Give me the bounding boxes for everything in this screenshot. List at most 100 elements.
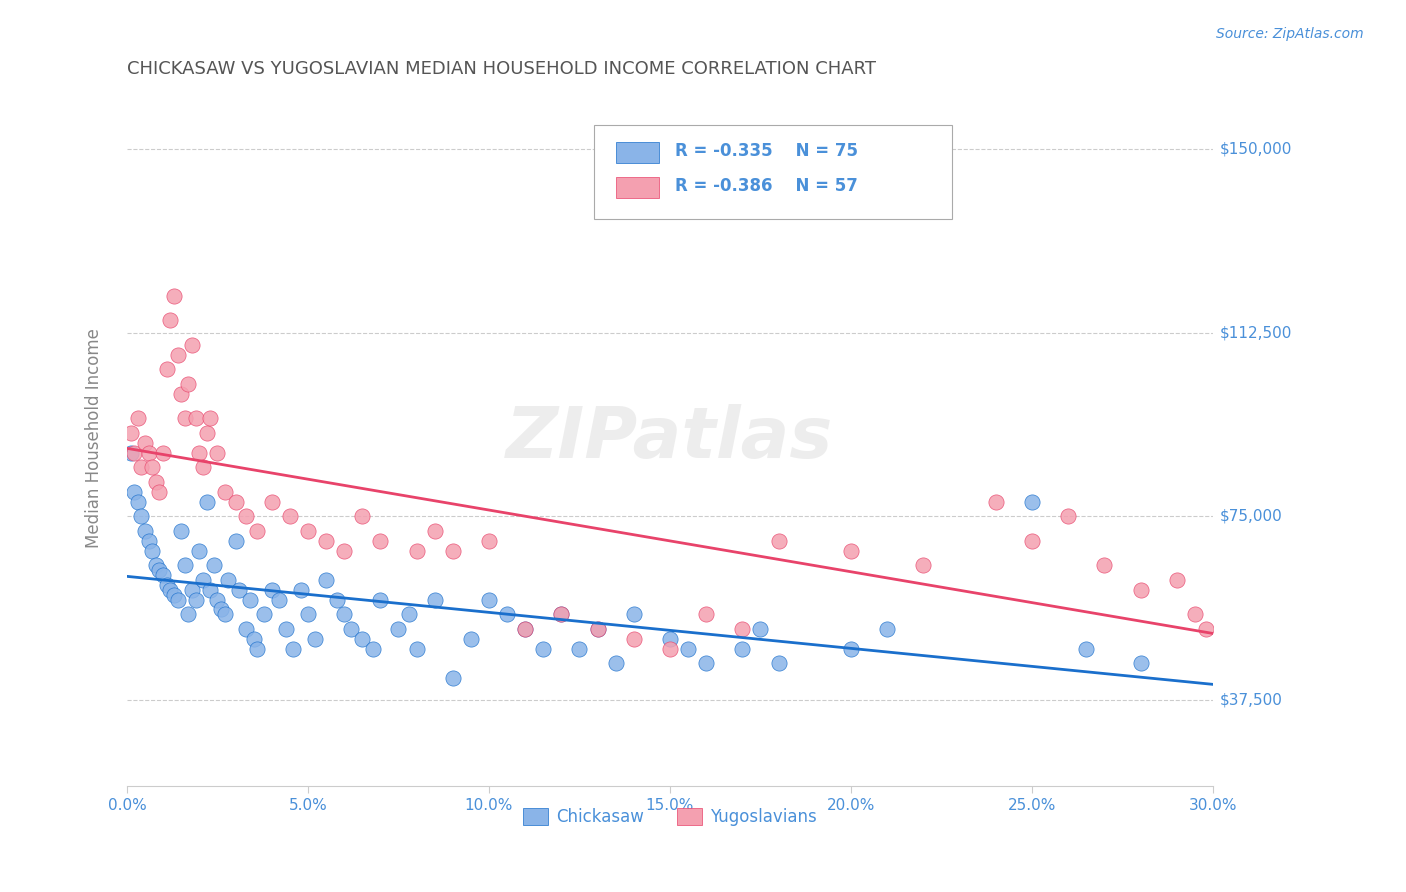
Point <box>253 607 276 622</box>
Point <box>658 632 681 646</box>
Point <box>352 632 374 646</box>
Point <box>177 607 200 622</box>
Point <box>202 558 225 573</box>
Point <box>181 338 204 352</box>
Point <box>145 475 167 489</box>
Point <box>214 607 236 622</box>
Point <box>148 563 170 577</box>
Point <box>131 509 153 524</box>
Point <box>127 494 149 508</box>
Point <box>242 632 264 646</box>
Point <box>676 641 699 656</box>
Point <box>198 582 221 597</box>
Point <box>340 622 363 636</box>
Point <box>141 543 163 558</box>
Point <box>207 592 229 607</box>
Point <box>531 641 554 656</box>
Point <box>184 592 207 607</box>
Point <box>1166 573 1188 587</box>
Point <box>695 607 717 622</box>
Point <box>290 582 312 597</box>
Point <box>127 411 149 425</box>
Point <box>513 622 536 636</box>
Point <box>333 543 356 558</box>
Point <box>177 377 200 392</box>
Text: $150,000: $150,000 <box>1220 142 1292 156</box>
Point <box>586 622 609 636</box>
Point <box>166 592 188 607</box>
Point <box>188 543 211 558</box>
Point <box>550 607 572 622</box>
Point <box>138 446 160 460</box>
Point <box>768 533 790 548</box>
Point <box>159 313 181 327</box>
Point <box>148 484 170 499</box>
Point <box>181 582 204 597</box>
Point <box>225 494 247 508</box>
Point <box>496 607 519 622</box>
Point <box>217 573 239 587</box>
Point <box>198 411 221 425</box>
Point <box>163 289 186 303</box>
Point <box>768 657 790 671</box>
Point <box>283 641 305 656</box>
Text: $37,500: $37,500 <box>1220 692 1284 707</box>
Text: CHICKASAW VS YUGOSLAVIAN MEDIAN HOUSEHOLD INCOME CORRELATION CHART: CHICKASAW VS YUGOSLAVIAN MEDIAN HOUSEHOL… <box>127 60 876 78</box>
Point <box>145 558 167 573</box>
Point <box>246 641 269 656</box>
Text: Source: ZipAtlas.com: Source: ZipAtlas.com <box>1216 27 1364 41</box>
Point <box>156 578 179 592</box>
Point <box>405 641 427 656</box>
Point <box>276 622 298 636</box>
Point <box>267 592 290 607</box>
Point <box>184 411 207 425</box>
Point <box>460 632 482 646</box>
Point <box>1195 622 1218 636</box>
Point <box>876 622 898 636</box>
Point <box>152 446 174 460</box>
Point <box>368 533 391 548</box>
Point <box>163 588 186 602</box>
Point <box>278 509 301 524</box>
Point <box>260 582 283 597</box>
Point <box>984 494 1007 508</box>
Point <box>122 484 145 499</box>
Point <box>368 592 391 607</box>
Point <box>912 558 935 573</box>
Point <box>568 641 591 656</box>
Point <box>122 446 145 460</box>
Point <box>1184 607 1206 622</box>
Point <box>173 411 195 425</box>
Text: R = -0.335    N = 75: R = -0.335 N = 75 <box>675 143 858 161</box>
Point <box>731 622 754 636</box>
Point <box>352 509 374 524</box>
Point <box>170 524 193 538</box>
Point <box>623 607 645 622</box>
FancyBboxPatch shape <box>593 125 952 219</box>
Point <box>260 494 283 508</box>
FancyBboxPatch shape <box>616 143 659 163</box>
Point <box>326 592 349 607</box>
Point <box>134 524 156 538</box>
Point <box>398 607 420 622</box>
Text: ZIPatlas: ZIPatlas <box>506 403 834 473</box>
Point <box>173 558 195 573</box>
Point <box>209 602 232 616</box>
Point <box>120 446 142 460</box>
Text: R = -0.386    N = 57: R = -0.386 N = 57 <box>675 178 858 195</box>
Point <box>297 607 319 622</box>
Point <box>423 524 446 538</box>
Point <box>131 460 153 475</box>
Point <box>188 446 211 460</box>
Point <box>586 622 609 636</box>
Text: $112,500: $112,500 <box>1220 326 1292 340</box>
Point <box>152 568 174 582</box>
Point <box>658 641 681 656</box>
Point <box>315 533 337 548</box>
Y-axis label: Median Household Income: Median Household Income <box>86 328 103 548</box>
Point <box>207 446 229 460</box>
Point <box>120 426 142 441</box>
Point <box>513 622 536 636</box>
Point <box>423 592 446 607</box>
Point <box>156 362 179 376</box>
